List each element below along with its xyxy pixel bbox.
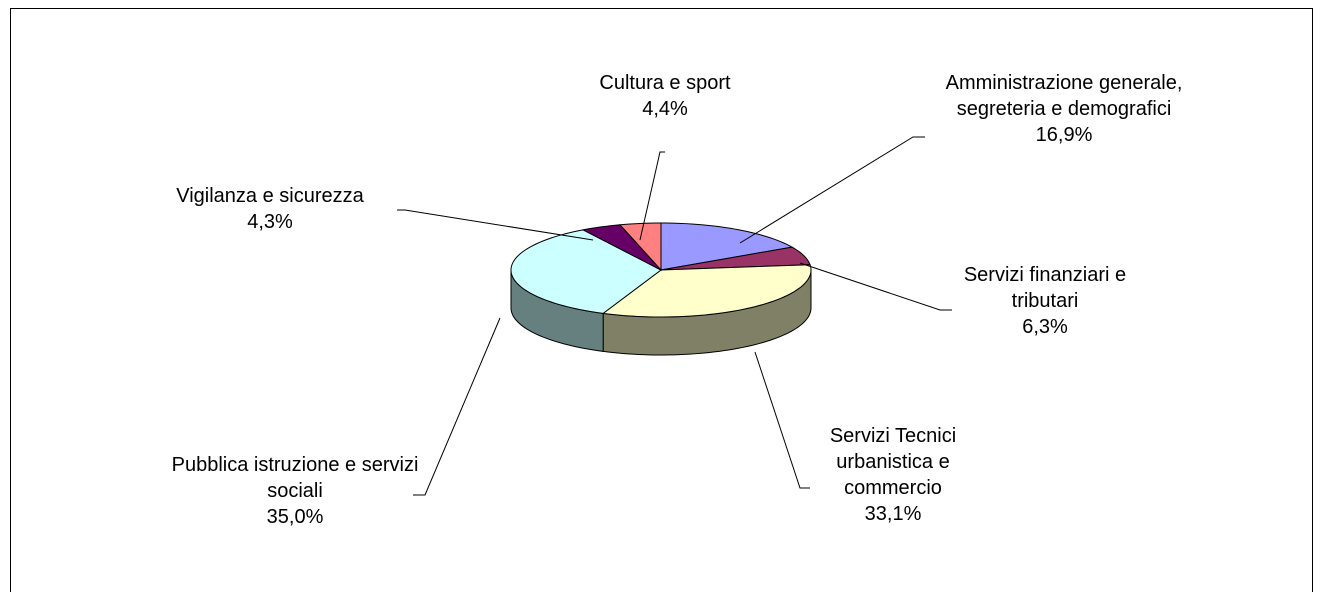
category-label: Servizi Tecnici urbanistica e commercio: [829, 425, 957, 499]
slice-label: Cultura e sport 4,4%: [555, 70, 775, 122]
category-label: Pubblica istruzione e servizi sociali: [171, 454, 419, 502]
slice-label: Amministrazione generale, segreteria e d…: [939, 70, 1189, 148]
category-label: Vigilanza e sicurezza: [176, 185, 364, 207]
slice-label: Vigilanza e sicurezza 4,3%: [130, 183, 410, 235]
slice-label: Pubblica istruzione e servizi sociali 35,…: [155, 452, 435, 530]
chart-frame: [10, 8, 1313, 592]
leader-line: [739, 136, 925, 244]
value-label: 35,0%: [266, 506, 324, 528]
category-label: Cultura e sport: [599, 72, 731, 94]
value-label: 4,3%: [247, 211, 293, 233]
pie-slice: [581, 224, 662, 271]
leader-line: [799, 262, 952, 311]
pie-slice: [660, 246, 811, 271]
slice-label: Servizi finanziari e tributari 6,3%: [930, 262, 1160, 340]
category-label: Servizi finanziari e tributari: [963, 264, 1127, 312]
value-label: 33,1%: [864, 503, 922, 525]
value-label: 6,3%: [1022, 316, 1068, 338]
pie-slice: [660, 222, 794, 271]
slice-label: Servizi Tecnici urbanistica e commercio 3…: [788, 423, 998, 527]
leader-line: [413, 317, 501, 496]
category-label: Amministrazione generale, segreteria e d…: [945, 72, 1183, 120]
pie-slice: [601, 264, 812, 318]
value-label: 4,4%: [642, 98, 688, 120]
pie-slice: [619, 222, 662, 272]
leader-line: [754, 351, 810, 489]
leader-line: [397, 209, 594, 241]
leader-line: [639, 151, 665, 241]
value-label: 16,9%: [1035, 124, 1093, 146]
